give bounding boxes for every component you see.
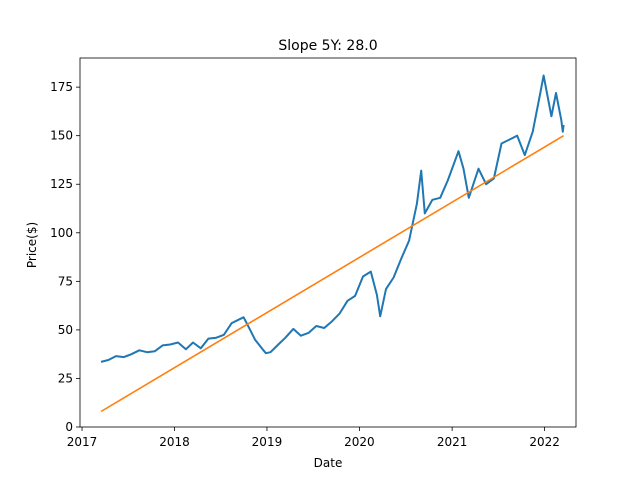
y-tick-label: 75 [58, 274, 73, 288]
y-tick-label: 25 [58, 371, 73, 385]
y-tick-label: 100 [50, 226, 73, 240]
y-tick-label: 150 [50, 129, 73, 143]
axes-frame [79, 57, 577, 428]
y-tick-label: 0 [65, 420, 73, 434]
x-tick-label: 2018 [159, 435, 190, 449]
series-line-price [100, 74, 565, 363]
series-line-trend [100, 135, 565, 413]
y-tick-label: 125 [50, 177, 73, 191]
x-axis: 2017 2018 2019 2020 2021 2022 [67, 427, 560, 449]
x-tick-label: 2022 [529, 435, 560, 449]
x-tick-label: 2017 [67, 435, 98, 449]
y-tick-label: 175 [50, 80, 73, 94]
plot-area [100, 74, 565, 413]
x-tick-label: 2019 [252, 435, 283, 449]
x-axis-label: Date [314, 456, 343, 470]
x-tick-label: 2020 [344, 435, 375, 449]
chart-title: Slope 5Y: 28.0 [278, 38, 377, 54]
y-axis-label: Price($) [25, 222, 39, 268]
y-axis: 0 25 50 75 100 125 150 175 [50, 80, 80, 434]
x-tick-label: 2021 [437, 435, 468, 449]
y-tick-label: 50 [58, 323, 73, 337]
